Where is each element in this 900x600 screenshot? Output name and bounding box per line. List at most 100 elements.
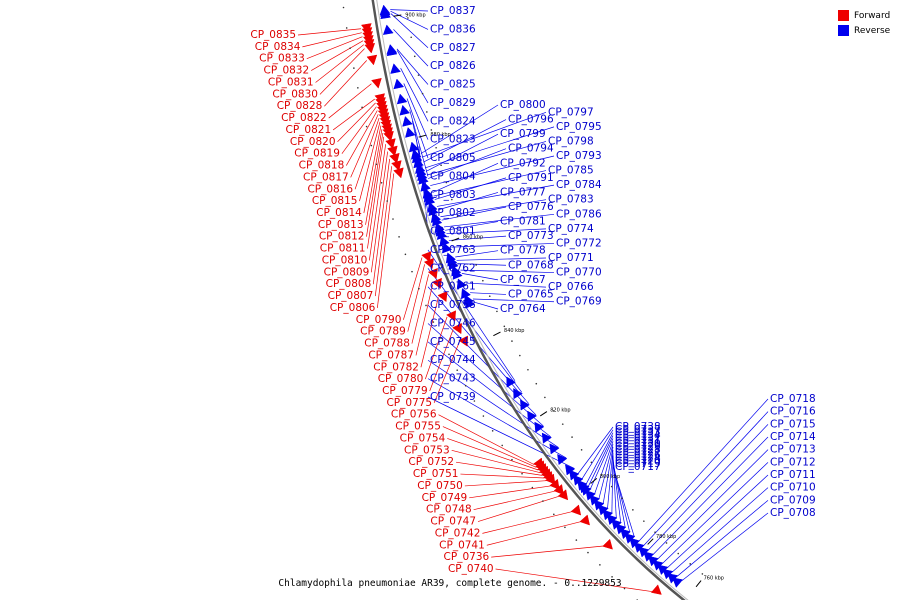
reverse-leader-line (396, 48, 429, 85)
reverse-leader-line (455, 250, 499, 258)
forward-leader-line (372, 158, 390, 285)
legend-forward-label: Forward (854, 10, 891, 21)
reverse-gene-arrow (672, 577, 684, 588)
reverse-leader-line (676, 500, 769, 577)
outer-dot (496, 310, 498, 313)
forward-leader-line (377, 173, 395, 308)
tick-mark (647, 538, 654, 545)
inner-dot (345, 27, 348, 29)
reverse-gene-label: CP_0836 (430, 23, 476, 35)
reverse-gene-label: CP_0781 (500, 216, 546, 228)
outer-dot (417, 74, 420, 76)
legend-reverse-label: Reverse (854, 25, 891, 36)
reverse-leader-line (427, 341, 551, 438)
reverse-gene-label: CP_0746 (430, 317, 476, 329)
forward-leader-line (469, 485, 551, 499)
inner-dot (353, 67, 355, 69)
outer-dot (430, 129, 433, 131)
forward-gene-label: CP_0748 (426, 504, 472, 516)
forward-gene-label: CP_0789 (360, 326, 406, 338)
reverse-leader-line (400, 68, 429, 122)
reverse-leader-line (594, 441, 614, 494)
tick-mark (418, 134, 427, 138)
reverse-leader-line (445, 221, 499, 231)
reverse-leader-line (443, 213, 555, 228)
inner-dot (404, 253, 407, 256)
genome-backbone-shadow (376, 0, 689, 600)
reverse-gene-label: CP_0799 (500, 128, 546, 140)
reverse-leader-line (652, 436, 769, 555)
reverse-gene-arrow (380, 8, 392, 20)
forward-gene-arrow (387, 145, 398, 157)
inner-dot (432, 321, 435, 323)
forward-gene-arrow (452, 322, 462, 335)
reverse-leader-line (427, 249, 516, 382)
reverse-gene-label: CP_0794 (508, 143, 554, 155)
reverse-leader-line (436, 184, 555, 207)
reverse-gene-arrow (557, 453, 568, 466)
reverse-gene-arrow (402, 115, 413, 127)
reverse-gene-arrow (520, 399, 530, 411)
legend-forward: Forward (838, 8, 890, 23)
forward-gene-label: CP_0813 (318, 219, 364, 231)
forward-gene-label: CP_0788 (364, 338, 410, 350)
tick-mark (590, 478, 598, 484)
outer-dot (571, 436, 573, 438)
forward-gene-arrow (427, 267, 438, 280)
forward-leader-line (367, 136, 385, 249)
reverse-gene-label: CP_0730 (615, 438, 661, 450)
forward-gene-arrow (364, 42, 376, 54)
forward-gene-label: CP_0832 (264, 65, 310, 77)
forward-leader-line (315, 44, 365, 83)
forward-leader-line (328, 83, 372, 119)
reverse-gene-label: CP_0733 (615, 427, 661, 439)
reverse-gene-label: CP_0717 (615, 461, 661, 473)
forward-gene-label: CP_0750 (417, 480, 463, 492)
forward-gene-label: CP_0810 (322, 254, 368, 266)
reverse-gene-label: CP_0786 (556, 208, 602, 220)
forward-leader-line (447, 438, 539, 471)
reverse-gene-label: CP_0769 (556, 296, 602, 308)
tick-label: 880 kbp (430, 132, 450, 138)
inner-dot (456, 369, 459, 371)
forward-gene-label: CP_0821 (285, 124, 331, 136)
forward-leader-line (415, 284, 434, 356)
inner-dot (361, 106, 363, 109)
inner-dot (575, 539, 578, 541)
reverse-leader-line (421, 111, 547, 158)
reverse-leader-line (403, 83, 429, 140)
reverse-gene-label: CP_0778 (500, 245, 546, 257)
reverse-leader-line (465, 282, 547, 288)
reverse-gene-label: CP_0824 (430, 115, 476, 127)
reverse-gene-label: CP_0801 (430, 226, 476, 238)
reverse-leader-line (472, 298, 555, 303)
outer-dot (451, 198, 453, 201)
forward-gene-arrow (385, 138, 396, 150)
reverse-gene-arrow (382, 24, 394, 35)
tick-mark (393, 14, 402, 17)
forward-gene-label: CP_0780 (378, 373, 424, 385)
reverse-gene-label: CP_0758 (430, 299, 476, 311)
forward-gene-arrow (371, 77, 382, 89)
forward-gene-arrow (545, 473, 556, 485)
tick-mark (451, 237, 460, 242)
forward-leader-line (310, 40, 364, 71)
inner-dot (357, 87, 359, 89)
gene-labels: CP_0837 CP_0836 CP_0827 CP_0826 CP_0825 CP_08… (250, 5, 816, 575)
forward-gene-label: CP_0779 (382, 385, 428, 397)
outer-dot (677, 552, 680, 555)
forward-gene-label: CP_0812 (319, 231, 365, 243)
reverse-leader-line (406, 98, 429, 159)
reverse-gene-label: CP_0739 (430, 391, 476, 403)
forward-gene-label: CP_0755 (395, 421, 441, 433)
forward-leader-line (324, 60, 368, 107)
forward-leader-line (350, 114, 379, 178)
reverse-leader-line (461, 273, 499, 281)
reverse-gene-arrow (456, 278, 467, 290)
reverse-gene-label: CP_0826 (430, 60, 476, 72)
outer-dot (544, 396, 546, 399)
forward-gene-label: CP_0753 (404, 444, 450, 456)
outer-dot (632, 509, 634, 511)
inner-dot (511, 458, 513, 461)
